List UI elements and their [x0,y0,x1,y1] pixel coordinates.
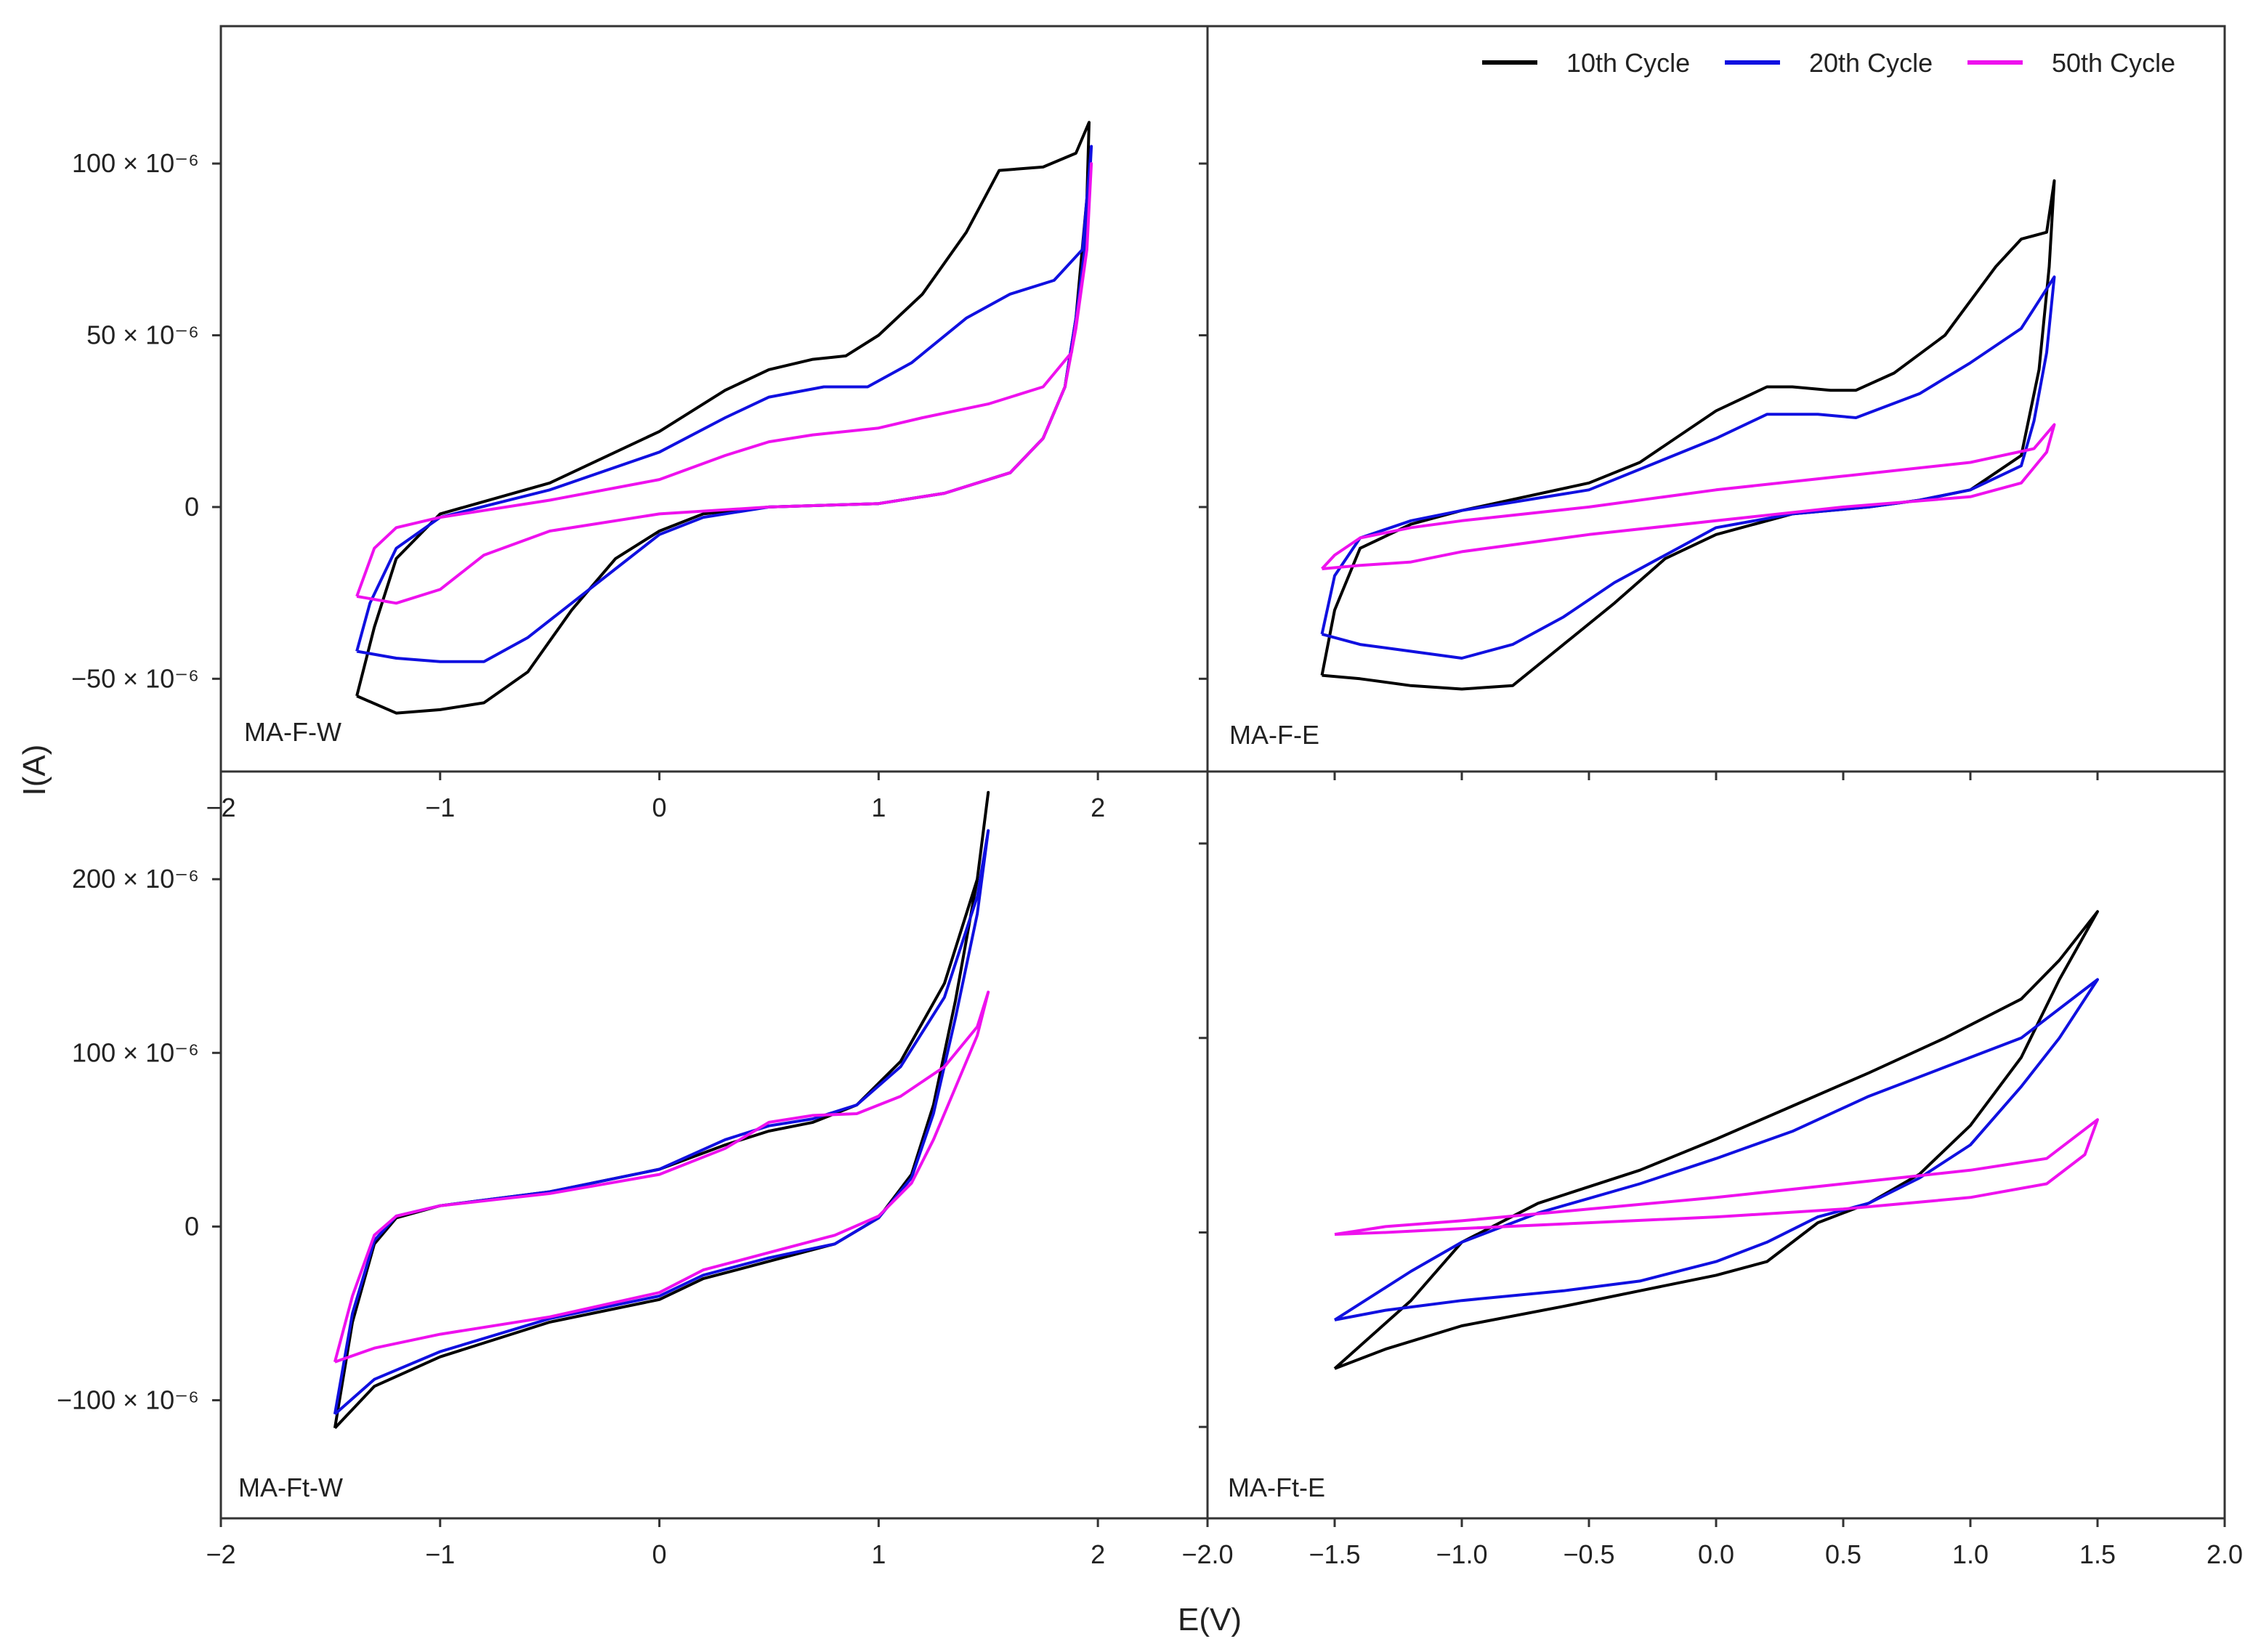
x-tick-label-br: −0.5 [1563,1539,1614,1569]
curves-tl [355,121,1093,715]
panel-label-br: MA-Ft-E [1228,1473,1325,1502]
x-tick-label-bl: −1 [425,1539,455,1569]
y-tick-label-bl: −100 × 10⁻⁶ [57,1385,199,1414]
y-tick-label-bl: 100 × 10⁻⁶ [72,1037,199,1067]
curve-tl-50th-cycle [355,162,1093,605]
curve-br-50th-cycle [1334,1118,2099,1236]
x-tick-label-bl: 1 [871,1539,886,1569]
x-tick-label-bl: −2 [206,1539,235,1569]
panel-label-bl: MA-Ft-W [238,1473,343,1502]
x-tick-label-br: −2.0 [1181,1539,1233,1569]
legend: 10th Cycle 20th Cycle 50th Cycle [1482,48,2175,78]
panel-ma-ft-e: −2.0 −1.5 −1.0 −0.5 0.0 0.5 1.0 1.5 2.0 MA-Ft-E [1181,770,2243,1569]
x-tick-label-bl: 0 [652,1539,667,1569]
x-tick-label-tl: 0 [652,793,667,822]
y-tick-label-tl: 100 × 10⁻⁶ [72,148,199,178]
legend-label-2: 20th Cycle [1809,48,1933,78]
y-tick-label-tl: −50 × 10⁻⁶ [71,663,199,693]
x-tick-label-br: −1.0 [1436,1539,1487,1569]
x-tick-label-br: −1.5 [1309,1539,1360,1569]
curves-br [1333,910,2099,1370]
x-tick-label-tl: 1 [871,793,886,822]
curve-tr-50th-cycle [1321,423,2056,570]
x-tick-label-tl: 2 [1091,793,1105,822]
curve-br-10th-cycle [1333,910,2099,1370]
x-tick-label-tl: −1 [425,793,455,822]
curves-bl [333,790,990,1430]
x-tick-label-br: 1.5 [2079,1539,2116,1569]
y-tick-label-bl: 200 × 10⁻⁶ [72,864,199,894]
curve-br-20th-cycle [1333,978,2099,1321]
x-axis-title: E(V) [1178,1602,1242,1637]
y-axis-title: I(A) [17,745,52,796]
y-tick-label-tl: 0 [185,492,199,522]
legend-label-1: 10th Cycle [1566,48,1690,78]
x-tick-label-br: 2.0 [2207,1539,2243,1569]
curve-bl-50th-cycle [333,990,990,1364]
x-tick-label-bl: 2 [1091,1539,1105,1569]
y-tick-label-bl: 0 [185,1211,199,1241]
x-tick-label-br: 1.0 [1952,1539,1989,1569]
curve-tr-20th-cycle [1320,275,2056,660]
panel-label-tr: MA-F-E [1229,720,1319,750]
curves-tr [1320,179,2056,691]
legend-label-3: 50th Cycle [2052,48,2175,78]
x-tick-label-br: 0.0 [1698,1539,1734,1569]
curve-tr-10th-cycle [1320,179,2056,691]
y-tick-label-tl: 50 × 10⁻⁶ [86,320,199,350]
panel-label-tl: MA-F-W [244,717,341,747]
x-tick-label-br: 0.5 [1825,1539,1861,1569]
